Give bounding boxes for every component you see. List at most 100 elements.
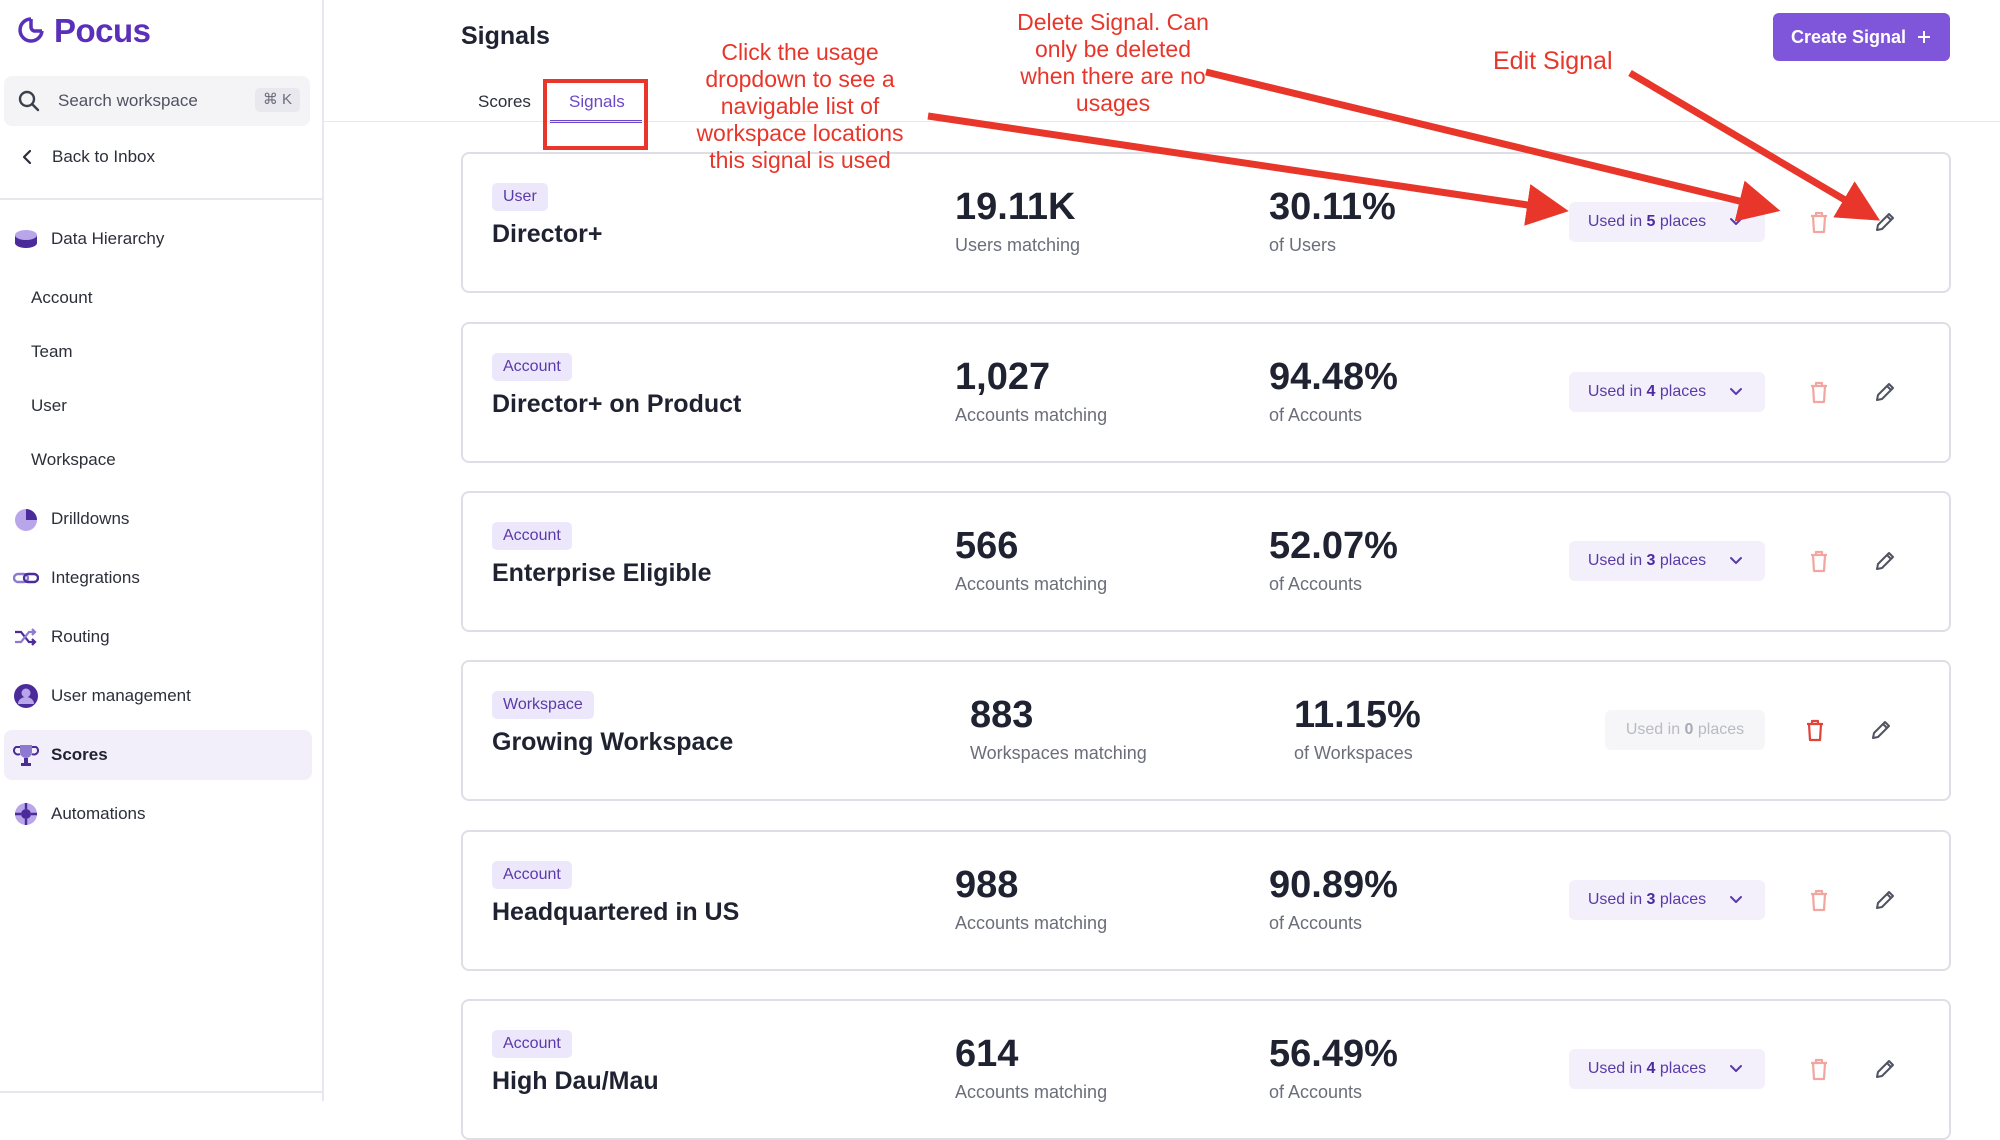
matching-percent-label: of Accounts [1269,913,1363,933]
signal-type-badge: User [492,183,548,211]
annotation-line: Delete Signal. Can [1017,9,1209,35]
logo-text: Pocus [54,12,151,49]
delete-signal-button[interactable] [1805,886,1833,919]
pocus-logo-icon [18,17,44,43]
sidebar-item-label: Scores [51,745,108,764]
signal-type-badge: Account [492,353,572,381]
pencil-icon [1876,552,1894,570]
sidebar-item-workspace[interactable]: Workspace [31,450,116,469]
matching-count-label: Accounts matching [955,913,1108,933]
edit-signal-button[interactable] [1871,378,1899,411]
signal-card[interactable]: User Director+ 19.11K Users matching 30.… [461,152,1951,293]
pocus-logo[interactable]: Pocus [14,12,151,50]
tab-signals[interactable]: Signals [569,92,625,111]
page-title: Signals [461,22,550,50]
signal-type-badge: Account [492,1030,572,1058]
search-shortcut: ⌘ K [254,88,300,112]
usage-dropdown[interactable]: Used in 0 places [1605,710,1765,750]
signal-card[interactable]: Workspace Growing Workspace 883 Workspac… [461,660,1951,801]
signal-type-badge: Workspace [492,691,594,719]
delete-signal-button[interactable] [1805,208,1833,241]
annotation-line: only be deleted [1034,36,1191,62]
matching-count: 614 [955,1033,1019,1075]
signal-card[interactable]: Account Headquartered in US 988 Accounts… [461,830,1951,971]
edit-signal-button[interactable] [1871,886,1899,919]
signal-type-badge: Account [492,522,572,550]
trash-icon [1807,719,1823,742]
chevron-down-icon [1730,896,1743,903]
signal-name: Director+ [492,220,603,248]
chevron-down-icon [1730,1065,1743,1072]
sidebar-item-label: Drilldowns [51,509,130,528]
sidebar-item-drilldowns[interactable]: Drilldowns [0,494,312,544]
annotation-line: navigable list of [720,93,880,119]
matching-percent: 94.48% [1269,356,1398,398]
sidebar-item-team[interactable]: Team [31,342,73,361]
matching-percent: 90.89% [1269,864,1398,906]
signal-card[interactable]: Account High Dau/Mau 614 Accounts matchi… [461,999,1951,1140]
sidebar-item-routing[interactable]: Routing [0,612,312,662]
usage-text: Used in 4 places [1587,383,1707,400]
signal-type-badge: Account [492,861,572,889]
matching-percent-label: of Accounts [1269,405,1363,425]
chevron-left-icon [22,149,32,165]
sidebar-item-user-management[interactable]: User management [0,671,312,721]
signal-card[interactable]: Account Enterprise Eligible 566 Accounts… [461,491,1951,632]
matching-percent-label: of Accounts [1269,1082,1363,1102]
pencil-icon [1872,721,1890,739]
matching-count-label: Accounts matching [955,1082,1108,1102]
usage-text: Used in 4 places [1587,1060,1707,1077]
edit-signal-button[interactable] [1871,547,1899,580]
delete-signal-button[interactable] [1805,378,1833,411]
annotation-line: usages [1075,90,1151,116]
annotation-line: Click the usage [721,39,879,65]
usage-dropdown[interactable]: Used in 5 places [1569,202,1765,242]
usage-text: Used in 3 places [1587,552,1707,569]
usage-text: Used in 5 places [1587,213,1707,230]
sidebar-item-account[interactable]: Account [31,288,93,307]
matching-count-label: Accounts matching [955,574,1108,594]
chevron-down-icon [1730,218,1743,225]
edit-signal-button[interactable] [1871,1055,1899,1088]
delete-signal-button[interactable] [1801,716,1829,749]
sidebar-item-automations[interactable]: Automations [0,789,312,839]
usage-dropdown[interactable]: Used in 3 places [1569,541,1765,581]
usage-dropdown[interactable]: Used in 4 places [1569,1049,1765,1089]
back-to-inbox-link[interactable]: Back to Inbox [16,146,155,168]
matching-percent: 30.11% [1269,186,1396,228]
edit-signal-button[interactable] [1867,716,1895,749]
signal-name: Headquartered in US [492,898,740,926]
sidebar-item-label: Integrations [51,568,140,587]
chevron-down-icon [1730,388,1743,395]
back-to-inbox-label: Back to Inbox [52,147,156,166]
tab-scores[interactable]: Scores [478,92,531,111]
delete-signal-button[interactable] [1805,1055,1833,1088]
pencil-icon [1876,1060,1894,1078]
sidebar-item-user[interactable]: User [31,396,67,415]
trophy-icon [13,742,39,768]
usage-dropdown[interactable]: Used in 3 places [1569,880,1765,920]
sidebar-divider [0,198,322,200]
sidebar-item-integrations[interactable]: Integrations [0,553,312,603]
create-signal-button[interactable]: Create Signal [1773,13,1950,61]
annotation-line: workspace locations [696,120,904,146]
sidebar-item-data-hierarchy[interactable]: Data Hierarchy [0,214,312,264]
trash-icon [1811,889,1827,912]
annotation-line: dropdown to see a [705,66,895,92]
sidebar-item-scores[interactable]: Scores [4,730,312,780]
sidebar-item-label: Data Hierarchy [51,229,165,248]
matching-count: 1,027 [955,356,1051,398]
usage-dropdown[interactable]: Used in 4 places [1569,372,1765,412]
delete-signal-button[interactable] [1805,547,1833,580]
matching-percent: 52.07% [1269,525,1398,567]
sidebar-item-label: Routing [51,627,110,646]
matching-count-label: Accounts matching [955,405,1108,425]
sidebar-item-label: User management [51,686,191,705]
signal-name: Director+ on Product [492,390,742,418]
annotation-line: when there are no [1020,63,1206,89]
signal-card[interactable]: Account Director+ on Product 1,027 Accou… [461,322,1951,463]
annotation-highlight-box [543,79,648,150]
search-input[interactable]: Search workspace ⌘ K [4,76,310,126]
edit-signal-button[interactable] [1871,208,1899,241]
usage-text: Used in 3 places [1587,891,1707,908]
